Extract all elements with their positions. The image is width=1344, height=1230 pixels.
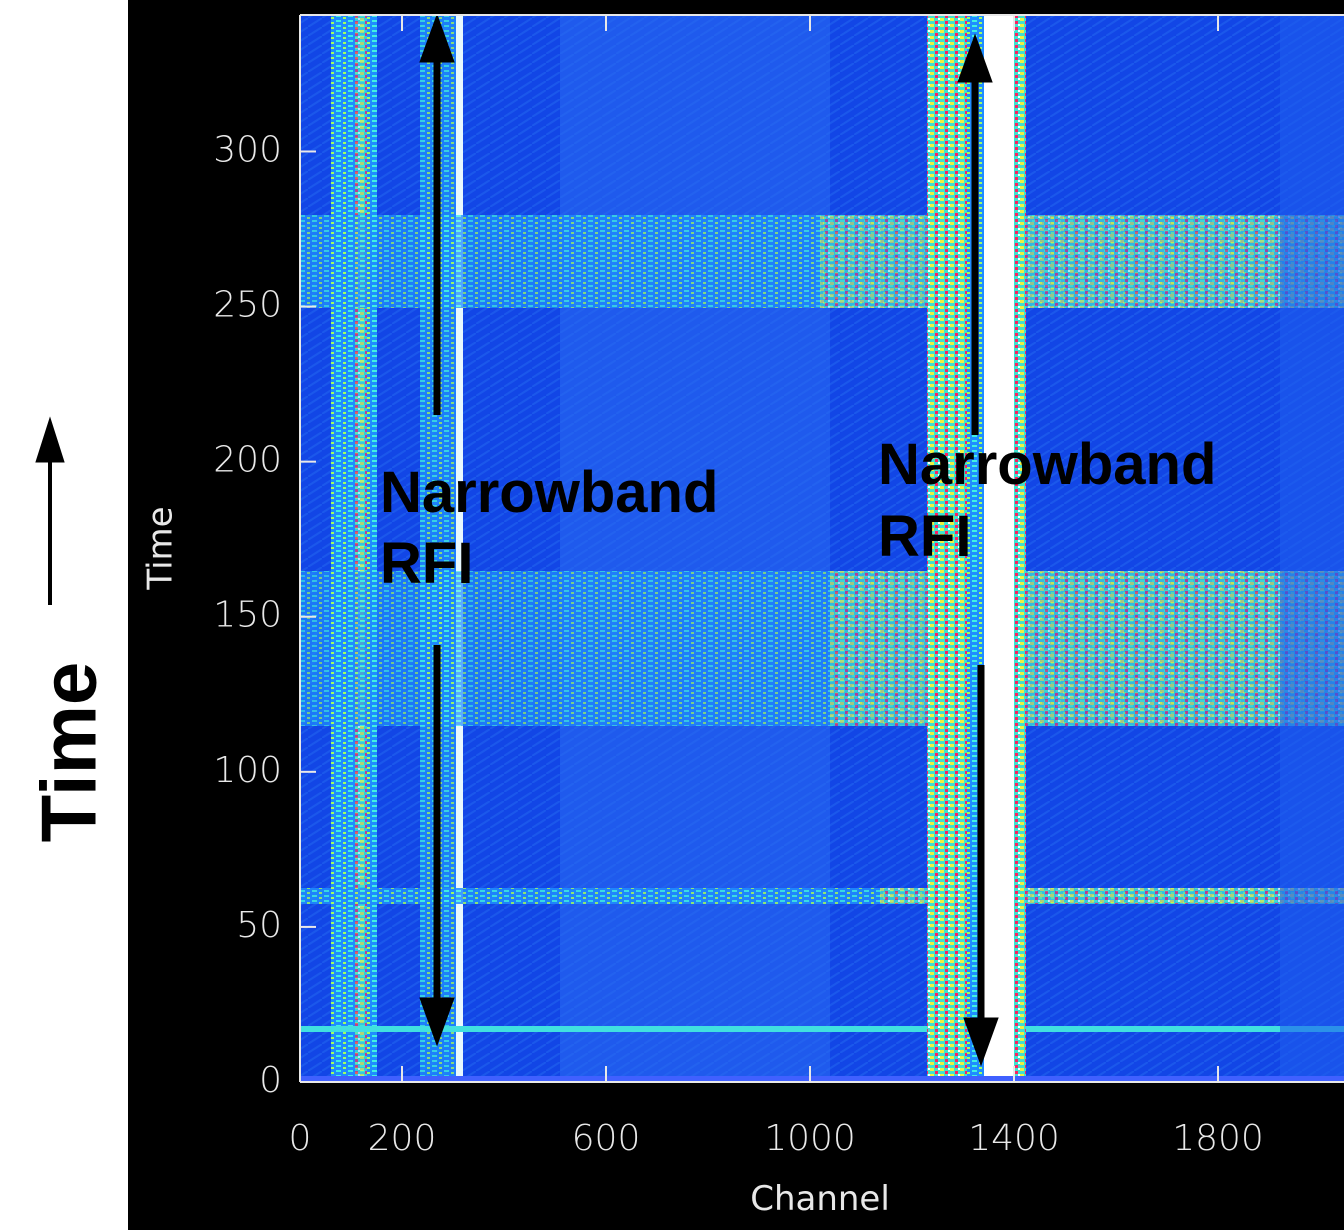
- y-tick-label: 150: [213, 595, 282, 636]
- y-tick-label: 100: [213, 750, 282, 791]
- y-tick-label: 0: [259, 1060, 282, 1101]
- annotation: RFI: [380, 531, 473, 596]
- x-tick-label: 1400: [968, 1118, 1060, 1159]
- y-tick-label: 300: [213, 129, 282, 170]
- side-label: Time: [25, 662, 113, 843]
- x-tick-label: 1800: [1172, 1118, 1264, 1159]
- annotation: RFI: [878, 504, 971, 569]
- x-tick-label: 600: [572, 1118, 641, 1159]
- annotation: Narrowband: [380, 460, 718, 525]
- x-tick-label: 1000: [764, 1118, 856, 1159]
- x-tick-label: 0: [289, 1118, 312, 1159]
- y-tick-label: 50: [236, 905, 282, 946]
- annotation-arrows: [35, 13, 999, 1067]
- y-axis-label: Time: [141, 506, 181, 590]
- x-tick-label: 200: [368, 1118, 437, 1159]
- annotation: Narrowband: [878, 432, 1216, 497]
- y-tick-label: 250: [213, 285, 282, 326]
- heatmap-image: [300, 15, 1344, 1082]
- y-tick-label: 200: [213, 440, 282, 481]
- x-axis-label: Channel: [750, 1179, 890, 1219]
